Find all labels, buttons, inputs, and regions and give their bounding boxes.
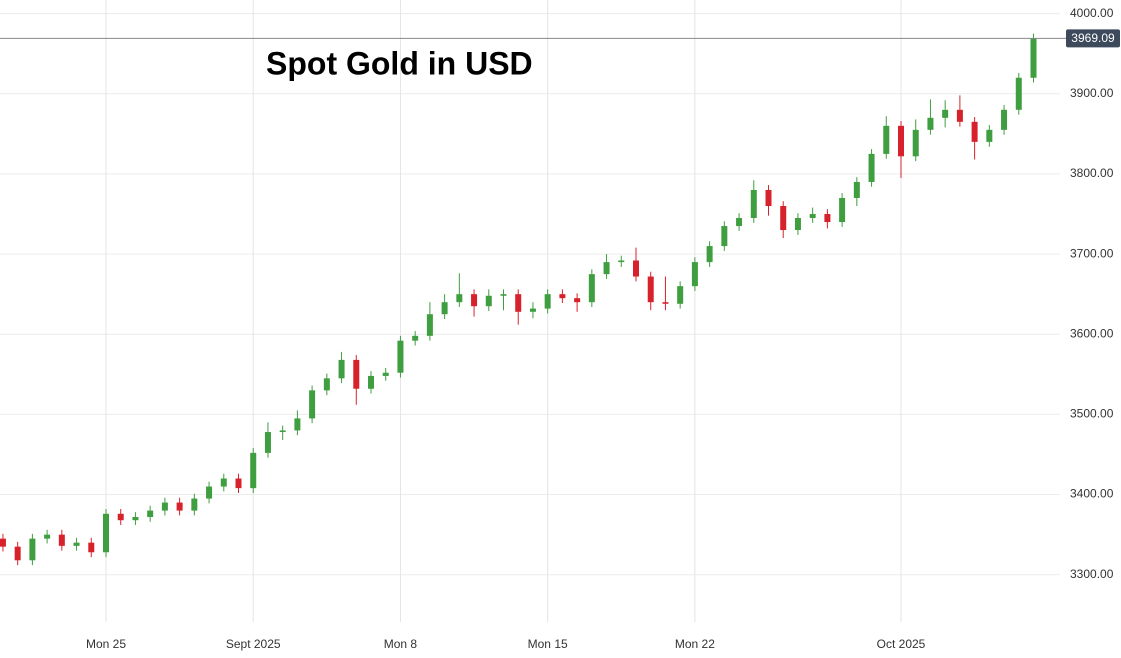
candle-body [500,294,507,296]
chart-title: Spot Gold in USD [266,45,533,81]
candle-body [1030,38,1037,78]
candle-body [883,125,890,154]
candle-body [1001,109,1008,130]
candle-body [368,375,374,389]
candle-body [441,302,448,315]
candle-body [588,274,595,303]
candle-body [147,510,154,517]
candle-body [750,189,757,219]
candle-body [279,430,286,433]
candle-body [73,542,80,546]
candle-body [471,294,478,307]
candle-body [382,372,389,376]
candle-body [132,516,139,521]
candle-body [765,189,772,206]
candle-body [574,298,581,303]
candle-body [323,378,330,391]
candle-body [677,286,684,304]
candle-body [986,129,993,142]
last-price-tag [1066,29,1120,48]
candle-body [338,359,345,379]
candle-body [662,302,669,304]
candle-body [618,260,625,263]
last-price-label: 3969.09 [1071,31,1115,45]
candle-body [29,538,36,561]
candle-body [515,294,522,312]
x-tick-label: Mon 15 [528,637,568,651]
y-tick-label: 3600.00 [1070,326,1114,340]
x-tick-label: Mon 25 [86,637,126,651]
candle-body [736,218,743,227]
candle-body [88,542,95,553]
y-tick-label: 3300.00 [1070,567,1114,581]
candle-body [353,359,360,389]
candle-body [927,117,934,130]
candle-body [176,502,183,511]
candle-body [691,262,698,287]
candle-body [264,432,271,453]
candle-body [294,418,301,431]
candle-body [956,109,963,122]
y-tick-label: 3700.00 [1070,246,1114,260]
candle-body [868,153,875,182]
candle-body [603,262,610,275]
candle-body [485,295,492,307]
candle-body [191,498,198,511]
candle-body [544,294,551,309]
candle-body [206,486,213,499]
candle-body [824,214,831,223]
candle-body [647,276,654,303]
x-tick-label: Mon 22 [675,637,715,651]
candle-body [809,214,816,219]
candle-body [942,109,949,118]
candle-body [44,534,51,539]
grid [0,0,1060,622]
candles [0,33,1037,566]
candle-body [912,129,919,157]
candle-body [14,546,21,561]
x-tick-label: Sept 2025 [226,637,281,651]
y-tick-label: 3500.00 [1070,407,1114,421]
candle-body [426,314,433,336]
candle-body [529,308,536,312]
candle-body [898,125,904,157]
candle-body [839,197,846,223]
candle-body [250,452,257,489]
candle-body [1015,77,1022,110]
candle-body [971,121,978,142]
candle-body [103,513,109,553]
y-tick-label: 3800.00 [1070,166,1114,180]
candle-body [220,478,227,487]
x-tick-label: Oct 2025 [877,637,926,651]
candle-body [794,218,801,231]
candle-body [780,205,787,231]
candle-body [559,294,566,299]
candle-body [412,335,419,341]
candle-body [117,513,124,521]
candle-body [633,260,639,277]
candle-body [706,246,713,263]
candle-body [456,294,463,303]
candle-body [853,181,860,198]
candle-body [309,390,316,419]
candle-body [161,502,168,511]
candle-body [721,226,728,247]
candle-body [0,538,6,547]
y-tick-label: 3900.00 [1070,86,1114,100]
y-tick-label: 4000.00 [1070,6,1114,20]
candle-body [58,534,65,546]
y-tick-label: 3400.00 [1070,487,1114,501]
candle-body [235,478,242,489]
candle-body [397,340,404,373]
x-tick-label: Mon 8 [384,637,418,651]
